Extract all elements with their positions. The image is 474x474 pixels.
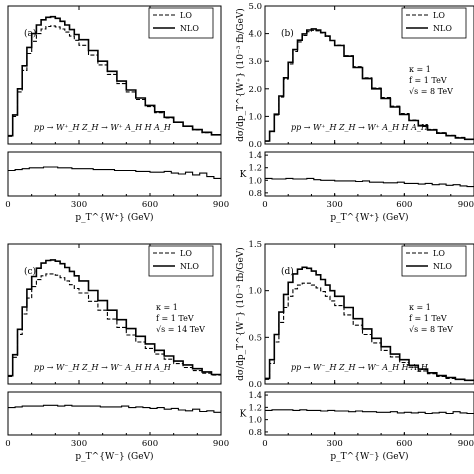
ratio-axis-label: K (240, 170, 247, 180)
x-tick-label: 900 (458, 439, 474, 449)
x-axis-label: p_T^{W⁻} (GeV) (330, 451, 408, 462)
y-tick-label: 0.0 (248, 380, 262, 390)
legend-label-lo: LO (433, 11, 445, 20)
ratio-y-tick-label: 1.0 (248, 176, 262, 186)
y-axis-label: dσ/dp_T^{W⁺} (10⁻³ fb/GeV) (235, 8, 246, 142)
y-tick-label: 0.5 (248, 333, 262, 343)
y-tick-label: 1.5 (248, 240, 262, 250)
ratio-y-tick-label: 1.4 (248, 151, 262, 161)
ratio-y-tick-label: 1.0 (248, 416, 262, 426)
ratio-y-tick-label: 1.2 (248, 164, 262, 174)
panel-label: (d) (281, 266, 294, 277)
panel-label: (b) (281, 28, 294, 39)
process-label: pp → W⁻_H Z_H → W⁻ A_H H A_H (291, 363, 429, 372)
parameter-text: √s = 14 TeV (156, 325, 205, 334)
parameter-text: f = 1 TeV (409, 314, 447, 323)
ratio-k-factor-line (265, 177, 474, 188)
x-tick-label: 0 (5, 439, 10, 449)
main-plot-frame (264, 5, 474, 145)
y-axis-label: dσ/dp_T^{W⁻} (10⁻³ fb/GeV) (235, 247, 246, 381)
process-label: pp → W⁺_H Z_H → W⁺ A_H H A_H (34, 123, 172, 132)
y-tick-label: 5.0 (248, 2, 262, 12)
x-tick-label: 600 (396, 439, 412, 449)
legend-box (401, 245, 467, 277)
x-tick-label: 600 (142, 439, 158, 449)
x-tick-label: 300 (327, 439, 343, 449)
parameter-text: κ = 1 (409, 303, 431, 312)
x-tick-label: 600 (396, 200, 412, 210)
legend-box (148, 245, 214, 277)
main-plot-frame (7, 5, 222, 145)
series-lo-line (8, 25, 221, 137)
series-nlo-line (8, 15, 221, 137)
y-tick-label: 3.0 (248, 57, 262, 67)
ratio-y-tick-label: 0.8 (248, 428, 262, 438)
x-axis-label: p_T^{W⁺} (GeV) (75, 212, 153, 223)
main-plot-frame (7, 243, 222, 385)
series-nlo-line (8, 259, 221, 377)
ratio-k-factor-line (8, 404, 221, 413)
x-tick-label: 300 (71, 439, 87, 449)
legend-label-lo: LO (180, 249, 192, 258)
legend-box (401, 7, 467, 39)
x-tick-label: 300 (71, 200, 87, 210)
parameter-text: √s = 8 TeV (409, 87, 453, 96)
legend-label-lo: LO (180, 11, 192, 20)
ratio-k-factor-line (8, 166, 221, 179)
y-tick-label: 1.0 (248, 112, 262, 122)
ratio-plot-frame (7, 151, 222, 197)
legend-label-nlo: NLO (433, 262, 452, 271)
main-plot-frame (264, 243, 474, 385)
legend-label-nlo: NLO (180, 262, 199, 271)
x-tick-label: 900 (458, 200, 474, 210)
y-tick-label: 0.0 (248, 140, 262, 150)
parameter-text: κ = 1 (409, 65, 431, 74)
x-tick-label: 900 (213, 439, 229, 449)
y-tick-label: 4.0 (248, 30, 262, 40)
ratio-plot-frame (7, 391, 222, 436)
x-tick-label: 600 (142, 200, 158, 210)
x-tick-label: 0 (5, 200, 10, 210)
ratio-y-tick-label: 1.2 (248, 403, 262, 413)
x-tick-label: 0 (262, 439, 267, 449)
x-tick-label: 0 (262, 200, 267, 210)
panel-d: 0 300 600 900 p_T^{W⁻} (GeV) 0.0 0.5 1.0 1.5 0.8 1… (235, 240, 474, 462)
panel-a: 0 300 600 900 p_T^{W⁺} (GeV) LO NLO (a) pp → W⁺_… (5, 5, 229, 223)
series-nlo-line (265, 28, 474, 142)
x-tick-label: 900 (213, 200, 229, 210)
x-axis-label: p_T^{W⁺} (GeV) (330, 212, 408, 223)
legend-label-lo: LO (433, 249, 445, 258)
parameter-text: f = 1 TeV (409, 76, 447, 85)
x-axis-label: p_T^{W⁻} (GeV) (75, 451, 153, 462)
legend-label-nlo: NLO (180, 24, 199, 33)
parameter-text: f = 1 TeV (156, 314, 194, 323)
ratio-y-tick-label: 0.8 (248, 189, 262, 199)
ratio-axis-label: K (240, 410, 247, 420)
panel-c: 0 300 600 900 p_T^{W⁻} (GeV) LO NLO (c) κ = 1 f =… (5, 243, 229, 462)
panel-label: (c) (24, 266, 36, 277)
legend-label-nlo: NLO (433, 24, 452, 33)
series-lo-line (265, 282, 474, 381)
legend-box (148, 7, 214, 39)
process-label: pp → W⁻_H Z_H → W⁻ A_H H A_H (34, 363, 172, 372)
panel-b: 0 300 600 900 p_T^{W⁺} (GeV) 0.0 1.0 2.0 3.0 4.0 5… (235, 2, 474, 223)
ratio-k-factor-line (265, 409, 474, 415)
ratio-plot-frame (264, 391, 474, 436)
ratio-plot-frame (264, 151, 474, 197)
x-tick-label: 300 (327, 200, 343, 210)
panel-label: (a) (24, 28, 36, 39)
y-tick-label: 2.0 (248, 85, 262, 95)
y-tick-label: 1.0 (248, 287, 262, 297)
process-label: pp → W⁺_H Z_H → W⁺ A_H H A_H (291, 123, 429, 132)
parameter-text: κ = 1 (156, 303, 178, 312)
parameter-text: √s = 8 TeV (409, 325, 453, 334)
series-nlo-line (265, 266, 474, 382)
ratio-y-tick-label: 1.4 (248, 391, 262, 401)
